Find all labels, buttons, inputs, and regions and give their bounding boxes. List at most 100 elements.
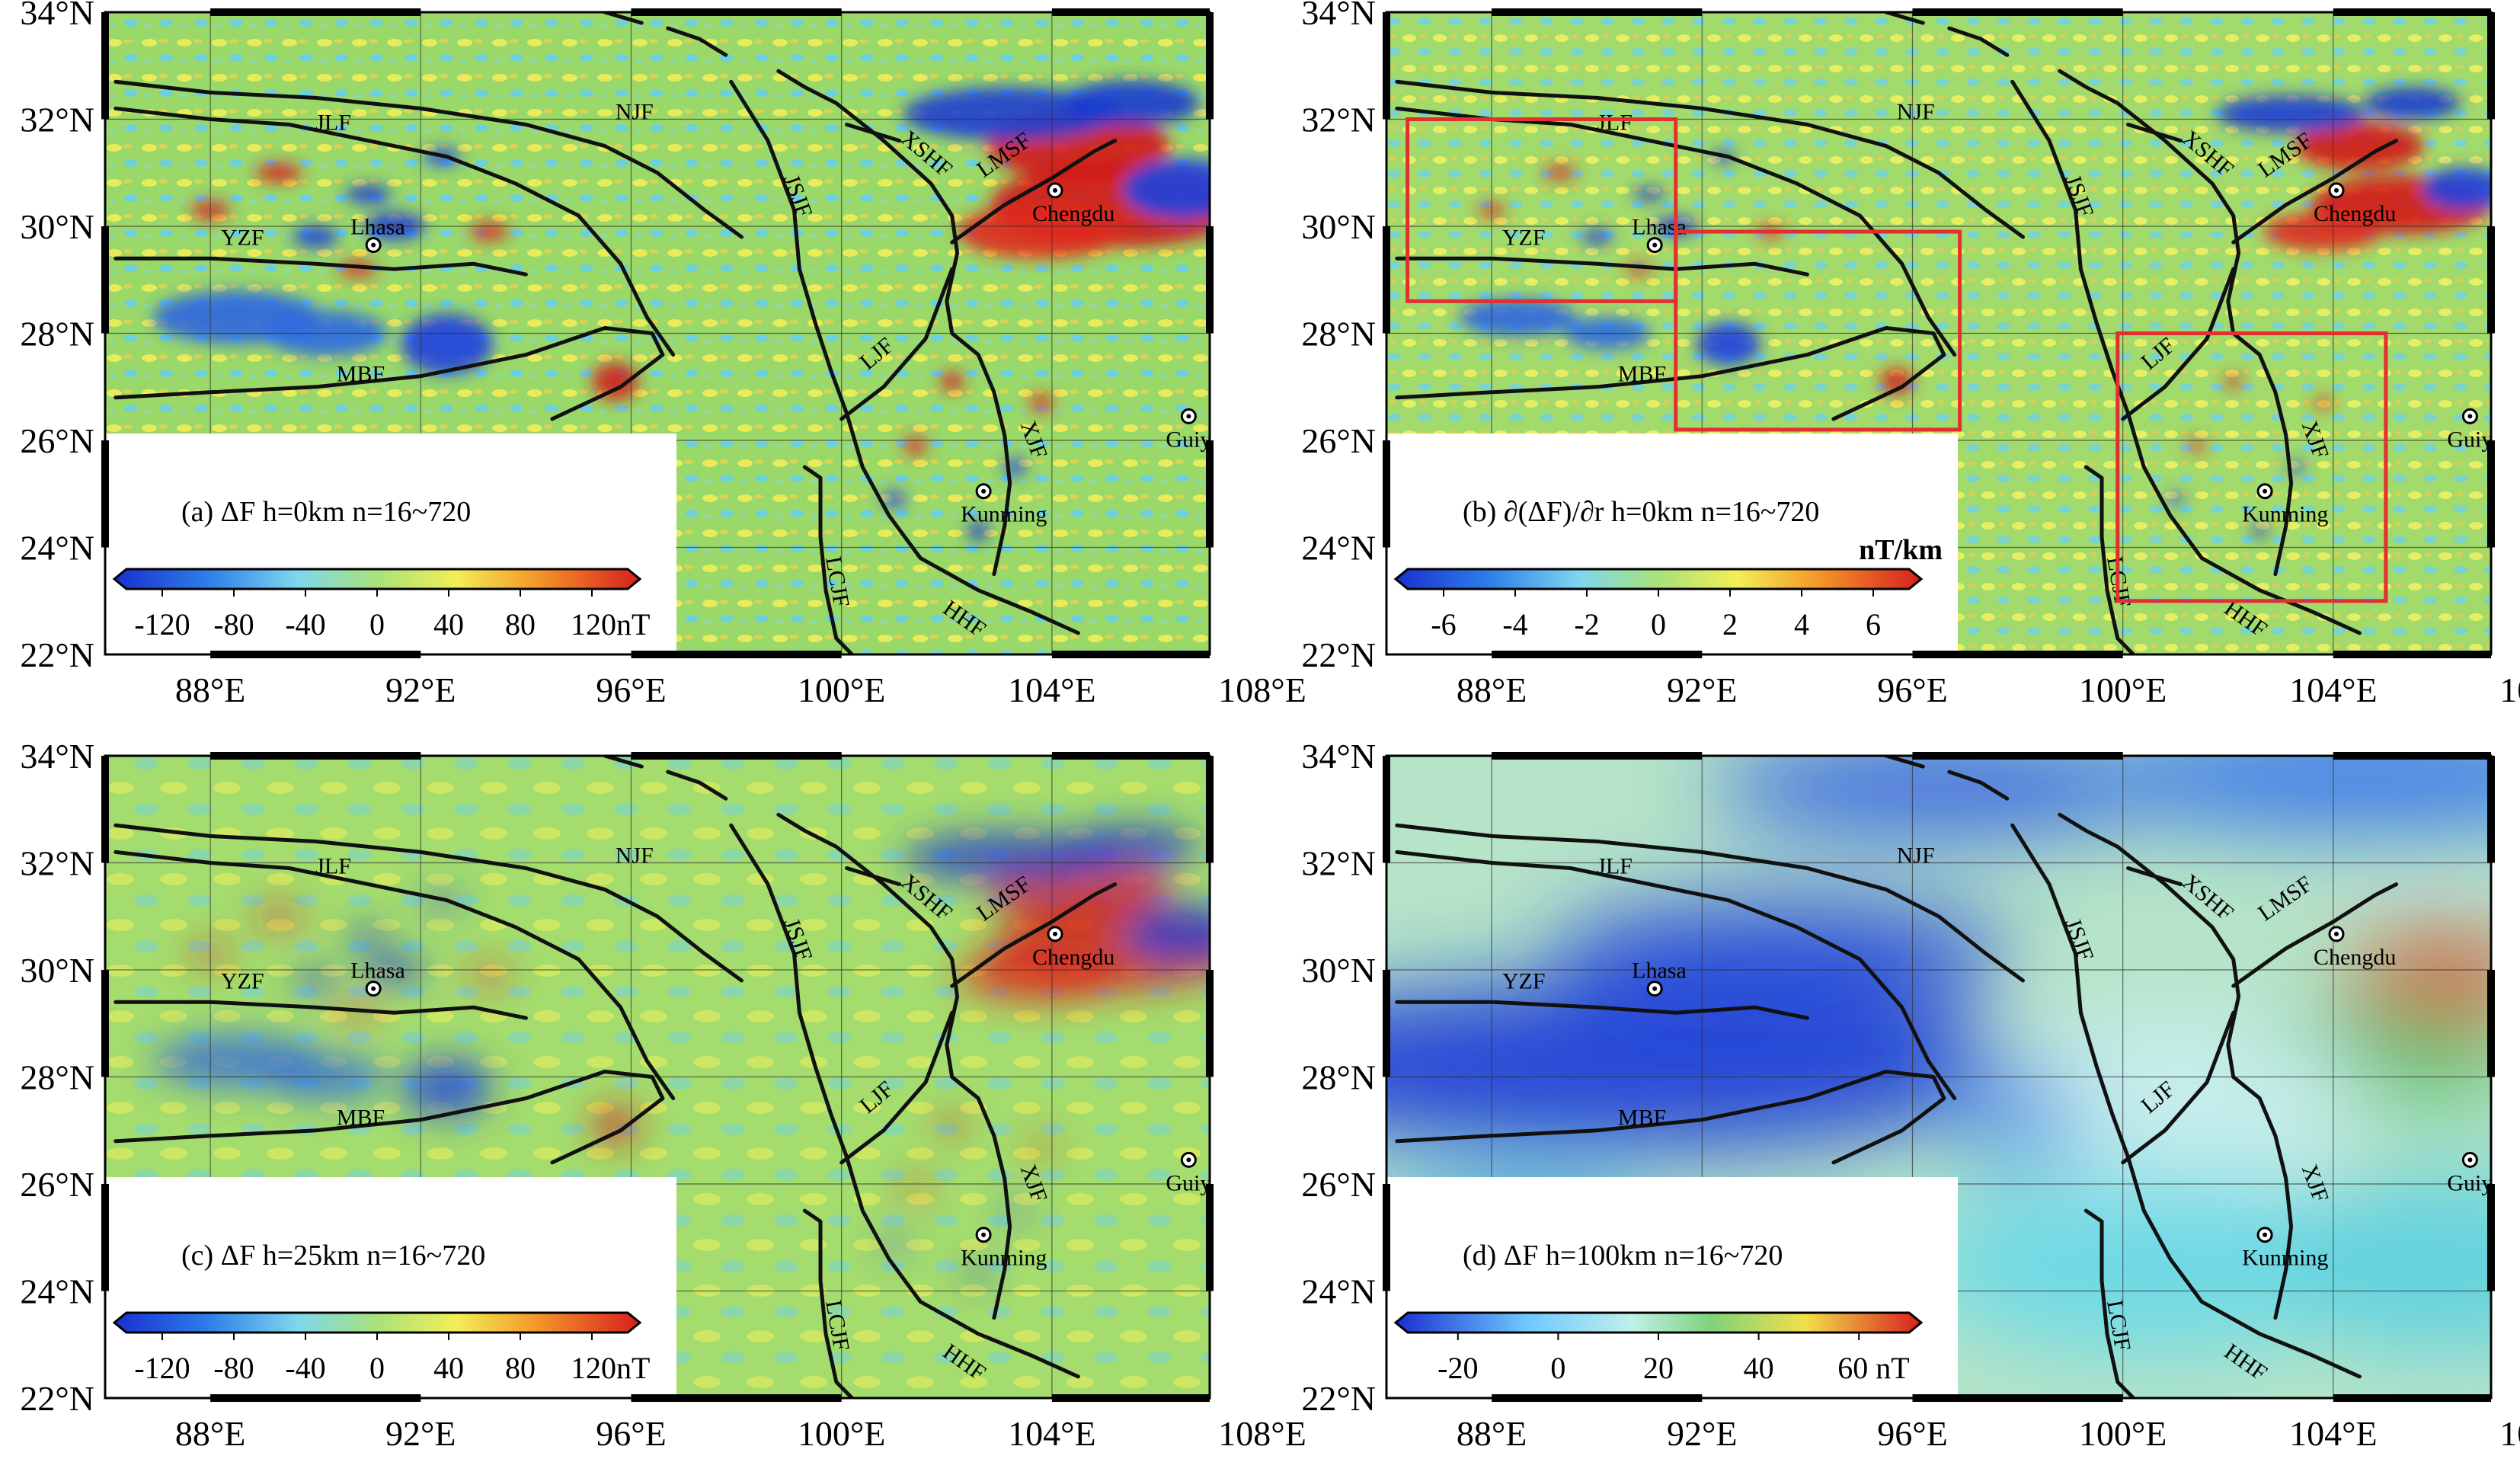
anomaly-blob: [2225, 375, 2242, 389]
colorbar-tick-label: -40: [285, 1351, 325, 1385]
lon-tick-label: 104°E: [1008, 1414, 1096, 1453]
lat-tick-label: 32°N: [1301, 101, 1376, 139]
fault-trace: [2121, 267, 2236, 421]
city-marker-dot: [1186, 414, 1191, 419]
legend-background: [1386, 434, 1958, 654]
frame-bar: [1383, 12, 1390, 120]
anomaly-blob: [293, 970, 339, 992]
anomaly-blob: [470, 222, 509, 242]
legend-background: [105, 1177, 676, 1398]
anomaly-blob: [903, 1180, 927, 1199]
frame-bar: [1383, 1184, 1390, 1291]
lat-tick-label: 26°N: [1301, 421, 1376, 460]
fault-label: MBF: [1618, 362, 1666, 387]
colorbar-tick-label: 0: [369, 1351, 385, 1385]
frame-bar: [1383, 756, 1390, 863]
lat-tick-label: 28°N: [20, 1058, 94, 1097]
anomaly-blob: [882, 490, 906, 509]
lon-tick-label: 100°E: [2079, 670, 2167, 709]
colorbar: [112, 1311, 642, 1334]
city-marker-dot: [2467, 414, 2473, 419]
colorbar-tick-label: -4: [1502, 607, 1527, 642]
anomaly-blob: [470, 966, 509, 985]
frame-bar: [631, 651, 842, 658]
lat-tick-label: 28°N: [1301, 1058, 1376, 1097]
panel-caption: (d) ΔF h=100km n=16~720: [1463, 1240, 1783, 1272]
city-label: Kunming: [2242, 502, 2328, 527]
city-marker-dot: [2467, 1157, 2473, 1163]
lon-tick-label: 92°E: [385, 670, 456, 709]
fault-label: JLF: [1597, 854, 1633, 879]
frame-bar: [2487, 226, 2495, 334]
city-marker-dot: [981, 1232, 987, 1237]
anomaly-blob: [592, 362, 638, 401]
lon-tick-label: 100°E: [798, 670, 886, 709]
frame-bar: [1383, 440, 1390, 548]
lon-tick-label: 96°E: [596, 1414, 667, 1453]
colorbar-tick-label: 80: [505, 607, 536, 642]
fault-trace: [802, 465, 854, 654]
anomaly-blob: [1030, 1137, 1054, 1156]
fault-label: JLF: [315, 110, 351, 136]
colorbar-tick-label: 0: [1651, 607, 1666, 642]
frame-bar: [210, 651, 421, 658]
colorbar-tick-label: 40: [1744, 1351, 1774, 1385]
fault-trace: [2231, 882, 2399, 988]
anomaly-blob: [1386, 982, 2020, 1150]
frame-bar: [1206, 12, 1214, 120]
anomaly-blob: [958, 949, 1126, 1003]
city-marker-dot: [981, 488, 987, 494]
frame-bar: [1206, 756, 1214, 863]
colorbar-tick-label: 0: [1550, 1351, 1565, 1385]
fault-label: NJF: [1897, 100, 1935, 125]
fault-trace: [950, 882, 1118, 988]
lon-tick-label: 96°E: [1877, 1414, 1948, 1453]
colorbar: [1393, 1311, 1924, 1334]
colorbar-tick-label: 120nT: [571, 1351, 650, 1385]
frame-bar: [1492, 752, 1703, 760]
city-label: Kunming: [2242, 1246, 2328, 1271]
fault-label: YZF: [1502, 969, 1546, 994]
fault-label: JLF: [315, 854, 351, 879]
anomaly-blob: [255, 907, 302, 926]
fault-trace: [114, 1000, 528, 1020]
fault-label: YZF: [221, 226, 264, 251]
city-label: Chengdu: [2314, 201, 2396, 226]
anomaly-blob: [1920, 1173, 2378, 1356]
frame-bar: [2333, 651, 2491, 658]
lat-tick-label: 30°N: [1301, 951, 1376, 990]
colorbar-tick-label: -40: [285, 607, 325, 642]
anomaly-blob: [592, 1105, 638, 1144]
fault-trace: [2126, 866, 2183, 887]
fault-trace: [114, 256, 528, 277]
lat-tick-label: 26°N: [1301, 1165, 1376, 1204]
city-marker-dot: [2334, 187, 2339, 193]
colorbar-tick-label: -120: [134, 1351, 190, 1385]
city-label: Guiyang: [2447, 427, 2520, 452]
colorbar: [112, 568, 642, 590]
fault-trace: [1884, 12, 1925, 25]
fault-label: MBF: [337, 362, 385, 387]
fault-trace: [845, 866, 902, 887]
anomaly-blob: [1030, 393, 1054, 412]
frame-bar: [101, 756, 109, 863]
city-marker-dot: [1053, 187, 1057, 193]
fault-trace: [1395, 1000, 1809, 1020]
anomaly-blob: [967, 522, 990, 541]
frame-bar: [1206, 970, 1214, 1077]
frame-bar: [101, 440, 109, 548]
anomaly-blob: [2264, 213, 2382, 251]
legend-background: [105, 434, 676, 654]
city-marker-dot: [371, 242, 376, 248]
frame-bar: [1912, 8, 2123, 16]
fault-trace: [1395, 256, 1809, 277]
fault-label: YZF: [1502, 226, 1546, 251]
colorbar-tick-label: 0: [369, 607, 385, 642]
lon-tick-label: 104°E: [1008, 670, 1096, 709]
colorbar-unit: nT/km: [1859, 534, 1943, 566]
highlight-box: [2115, 331, 2388, 603]
fault-trace: [2083, 465, 2135, 654]
lat-tick-label: 22°N: [20, 635, 94, 674]
